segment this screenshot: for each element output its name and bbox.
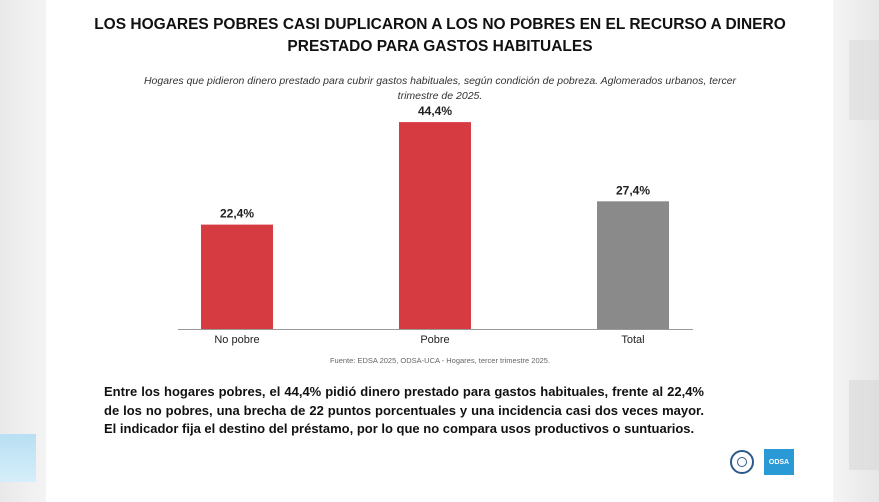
- university-seal-icon: [730, 450, 754, 474]
- right-shade-bottom: [849, 380, 879, 470]
- right-margin-panel: [833, 0, 879, 502]
- odsa-logo-text: ODSA: [768, 458, 790, 466]
- category-label: Total: [621, 334, 644, 346]
- odsa-logo: ODSA: [764, 449, 794, 475]
- data-label: 44,4%: [418, 104, 452, 118]
- bar-no-pobre: [201, 224, 273, 329]
- bar-pobre: [399, 122, 471, 329]
- data-label: 22,4%: [220, 207, 254, 221]
- chart-title: LOS HOGARES POBRES CASI DUPLICARON A LOS…: [90, 14, 790, 58]
- category-label: No pobre: [214, 334, 259, 346]
- chart-title-line1: LOS HOGARES POBRES CASI DUPLICARON A LOS…: [94, 16, 786, 33]
- summary-paragraph: Entre los hogares pobres, el 44,4% pidió…: [104, 384, 704, 436]
- left-margin-panel: [0, 0, 46, 502]
- chart-subtitle-line2: trimestre de 2025.: [397, 90, 483, 102]
- chart-subtitle: Hogares que pidieron dinero prestado par…: [90, 74, 790, 104]
- chart-subtitle-line1: Hogares que pidieron dinero prestado par…: [143, 75, 737, 87]
- right-shade-top: [849, 40, 879, 120]
- bar-total: [597, 201, 669, 329]
- chart-title-line2: PRESTADO PARA GASTOS HABITUALES: [287, 38, 593, 55]
- left-accent-block: [0, 434, 36, 482]
- category-label: Pobre: [420, 334, 449, 346]
- source-note: Fuente: EDSA 2025, ODSA-UCA - Hogares, t…: [329, 356, 551, 365]
- data-label: 27,4%: [616, 183, 650, 197]
